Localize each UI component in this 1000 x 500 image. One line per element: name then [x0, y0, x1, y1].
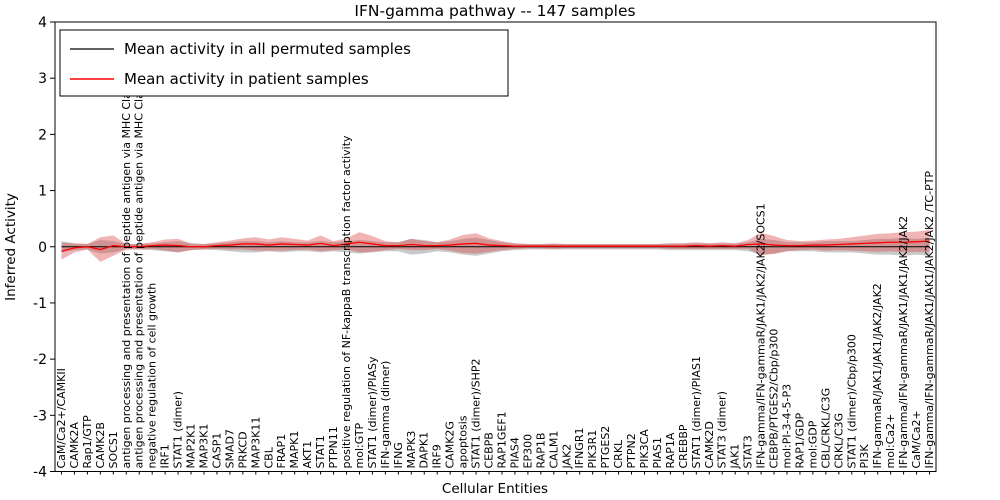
x-tick-label: STAT3 (dimer) — [716, 391, 729, 468]
x-tick-label: STAT1 (dimer)/PIAS1 — [690, 356, 703, 468]
x-tick-label: PTGES2 — [599, 426, 612, 469]
x-tick-label: IRF9 — [431, 444, 444, 468]
x-tick-label: CEBPB/PTGES2/Cbp/p300 — [768, 329, 781, 469]
x-tick-label: mol:GTP — [353, 422, 366, 468]
x-tick-label: IFN-gamma/IFN-gammaR/JAK1/JAK2/JAK2/SOCS… — [755, 203, 768, 468]
x-tick-label: IFN-gamma/IFN-gammaR/JAK1/JAK1/JAK2/JAK2… — [923, 171, 936, 469]
x-tick-label: STAT1 (dimer)/Cbp/p300 — [845, 334, 858, 468]
x-tick-label: SMAD7 — [223, 429, 236, 468]
x-tick-label: RAP1GEF1 — [495, 411, 508, 468]
plot-layer: CaM/Ca2+/CAMKII CAMK2A Rap1/GTP CAMK2B SOCS1… — [33, 15, 937, 481]
x-tick-label: STAT1 — [314, 435, 327, 468]
x-tick-label: MAPK1 — [288, 431, 301, 469]
x-tick-label: JAK1 — [729, 444, 742, 470]
x-tick-label: PIAS4 — [508, 437, 521, 468]
legend-label: Mean activity in all permuted samples — [124, 40, 411, 58]
x-tick-label: antigen processing and presentation of p… — [120, 74, 133, 469]
y-tick-label: -4 — [33, 465, 47, 481]
x-tick-label: JAK2 — [560, 444, 573, 470]
x-tick-label: MAPK3 — [405, 431, 418, 469]
x-tick-label: DAPK1 — [418, 432, 431, 469]
x-tick-label: positive regulation of NF-kappaB transcr… — [340, 135, 353, 469]
x-tick-label: antigen processing and presentation of p… — [133, 71, 146, 469]
x-tick-label: IFN-gammaR/JAK1/JAK1/JAK2/JAK2 — [871, 283, 884, 468]
x-tick-label: IFN-gamma (dimer) — [379, 361, 392, 469]
y-tick-label: -2 — [33, 352, 47, 368]
x-tick-label: apoptosis — [457, 415, 470, 468]
x-tick-label: mol:GDP — [806, 420, 819, 468]
x-tick-label: MAP2K1 — [185, 424, 198, 469]
x-tick-label: FRAP1 — [275, 434, 288, 469]
x-tick-label: IFN-gamma/IFN-gammaR/JAK1/JAK1/JAK2/JAK2 — [897, 216, 910, 469]
x-tick-label: CRKL — [612, 439, 625, 469]
x-tick-label: PTPN2 — [625, 433, 638, 468]
x-tick-label: IFNGR1 — [573, 428, 586, 469]
x-tick-label: mol:Ca2+ — [884, 414, 897, 469]
x-tick-label: CAMK2D — [703, 421, 716, 468]
x-tick-label: PIK3CA — [638, 429, 651, 469]
x-tick-label: SOCS1 — [107, 431, 120, 468]
x-tick-label: RAP1A — [664, 432, 677, 468]
x-tick-label: CBL/CRKL/C3G — [819, 388, 832, 469]
x-tick-label: IRF1 — [159, 444, 172, 468]
y-tick-label: 0 — [38, 240, 47, 256]
y-tick-label: 3 — [38, 71, 47, 87]
y-axis-label: Inferred Activity — [3, 193, 19, 301]
x-tick-label: PIAS1 — [651, 437, 664, 468]
legend: Mean activity in all permuted samples Mea… — [59, 29, 509, 97]
x-tick-label: PRKCD — [236, 431, 249, 468]
x-tick-label: STAT1 (dimer)/PIASy — [366, 356, 379, 468]
x-tick-label: CAMK2B — [94, 422, 107, 468]
x-tick-label: CaM/Ca2+ — [910, 410, 923, 468]
x-tick-label: negative regulation of cell growth — [146, 283, 159, 469]
x-tick-label: CAMK2G — [444, 421, 457, 468]
x-tick-label: CASP1 — [210, 433, 223, 469]
x-tick-label: PTPN11 — [327, 426, 340, 468]
x-tick-label: PI3K — [858, 444, 871, 469]
x-tick-label: mol:PI-3-4-5-P3 — [781, 384, 794, 469]
x-tick-label: Rap1/GTP — [81, 415, 94, 469]
x-tick-label: CaM/Ca2+/CAMKII — [55, 368, 68, 468]
x-tick-label: RAP1/GDP — [793, 412, 806, 468]
x-tick-label: STAT1 (dimer) — [172, 391, 185, 468]
legend-label: Mean activity in patient samples — [124, 70, 369, 88]
x-tick-label: AKT1 — [301, 441, 314, 469]
x-tick-label: CALM1 — [547, 431, 560, 469]
x-axis-label: Cellular Entities — [442, 481, 548, 497]
y-axis-ticks: -4 -3 -2 -1 0 1 2 3 4 — [33, 15, 55, 481]
y-tick-label: -1 — [33, 296, 47, 312]
x-tick-label: MAP3K1 — [197, 424, 210, 469]
x-tick-label: CRKL/C3G — [832, 413, 845, 469]
x-tick-label: RAP1B — [534, 433, 547, 469]
y-tick-label: 4 — [38, 15, 47, 31]
legend-box — [59, 29, 509, 97]
x-tick-label: CAMK2A — [68, 422, 81, 469]
x-tick-label: STAT3 — [742, 435, 755, 468]
x-tick-label: MAP3K11 — [249, 417, 262, 469]
x-tick-label: CREBBP — [677, 424, 690, 468]
y-tick-label: 1 — [38, 184, 47, 200]
chart-title: IFN-gamma pathway -- 147 samples — [354, 2, 635, 20]
x-tick-label: EP300 — [521, 434, 534, 469]
x-tick-label: IFNG — [392, 442, 405, 468]
x-tick-labels: CaM/Ca2+/CAMKII CAMK2A Rap1/GTP CAMK2B SOCS1… — [55, 71, 936, 475]
x-tick-label: CEBPB — [483, 432, 496, 468]
x-tick-label: PIK3R1 — [586, 430, 599, 469]
y-tick-label: -3 — [33, 408, 47, 424]
line-series-1 — [61, 240, 930, 252]
x-tick-label: STAT1 (dimer)/SHP2 — [470, 359, 483, 469]
x-tick-label: CBL — [262, 446, 275, 468]
y-tick-label: 2 — [38, 127, 47, 143]
